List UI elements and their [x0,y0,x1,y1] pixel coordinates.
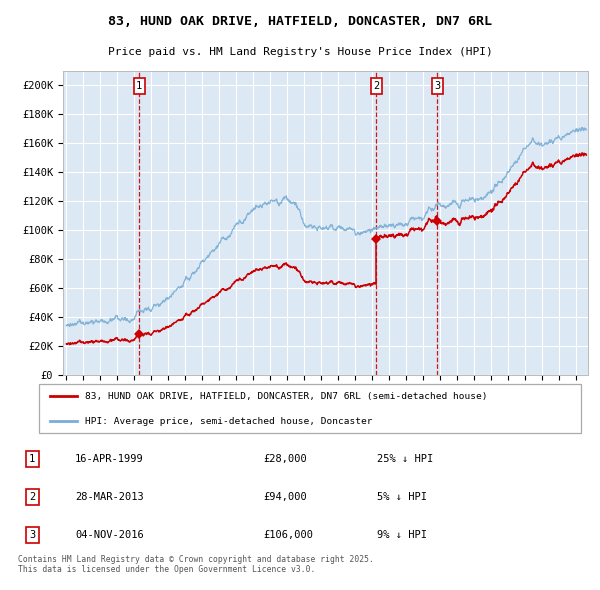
Text: 5% ↓ HPI: 5% ↓ HPI [377,492,427,502]
Text: 83, HUND OAK DRIVE, HATFIELD, DONCASTER, DN7 6RL: 83, HUND OAK DRIVE, HATFIELD, DONCASTER,… [108,15,492,28]
Text: 25% ↓ HPI: 25% ↓ HPI [377,454,433,464]
Text: Price paid vs. HM Land Registry's House Price Index (HPI): Price paid vs. HM Land Registry's House … [107,47,493,57]
Text: 9% ↓ HPI: 9% ↓ HPI [377,530,427,540]
Text: £94,000: £94,000 [263,492,307,502]
Text: 2: 2 [373,81,379,91]
Text: Contains HM Land Registry data © Crown copyright and database right 2025.
This d: Contains HM Land Registry data © Crown c… [18,555,374,574]
Text: 2: 2 [29,492,35,502]
Text: 1: 1 [136,81,142,91]
Text: 16-APR-1999: 16-APR-1999 [75,454,144,464]
Text: 3: 3 [434,81,440,91]
Text: 83, HUND OAK DRIVE, HATFIELD, DONCASTER, DN7 6RL (semi-detached house): 83, HUND OAK DRIVE, HATFIELD, DONCASTER,… [85,392,488,401]
Text: £28,000: £28,000 [263,454,307,464]
Text: 04-NOV-2016: 04-NOV-2016 [75,530,144,540]
Text: 3: 3 [29,530,35,540]
FancyBboxPatch shape [39,385,581,433]
Text: 28-MAR-2013: 28-MAR-2013 [75,492,144,502]
Text: £106,000: £106,000 [263,530,313,540]
Text: 1: 1 [29,454,35,464]
Text: HPI: Average price, semi-detached house, Doncaster: HPI: Average price, semi-detached house,… [85,417,373,426]
